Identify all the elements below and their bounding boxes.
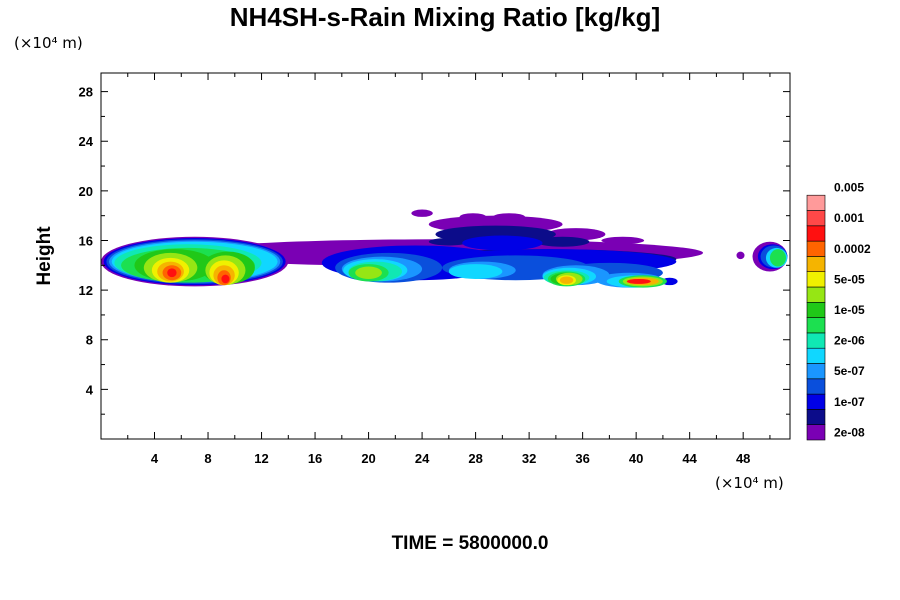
colorbar-swatch xyxy=(806,286,826,303)
contour-level-1-blob-1 xyxy=(535,236,590,247)
colorbar-swatch xyxy=(806,424,826,441)
contour-level-0-blob-2 xyxy=(411,209,433,217)
colorbar-swatch xyxy=(806,225,826,242)
colorbar-swatch xyxy=(806,363,826,380)
colorbar-label: 5e-05 xyxy=(834,272,865,286)
contour-level-5-blob-2 xyxy=(448,264,503,279)
y-tick-label: 4 xyxy=(86,382,94,397)
y-unit-label: (×10⁴ m) xyxy=(14,34,83,52)
y-tick-label: 28 xyxy=(79,85,93,100)
time-label: TIME = 5800000.0 xyxy=(392,533,549,554)
contour-level-11-blob-2 xyxy=(559,276,574,284)
colorbar-swatch xyxy=(806,240,826,257)
colorbar-swatch xyxy=(806,271,826,288)
x-tick-label: 40 xyxy=(629,451,643,466)
contour-level-0-blob-4 xyxy=(492,213,526,221)
colorbar-swatch xyxy=(806,347,826,364)
colorbar-label: 5e-07 xyxy=(834,364,865,378)
colorbar: 2e-08 1e-07 5e-07 2e-06 1e-05 5e-05 0.0002 0.00… xyxy=(806,181,871,441)
plot-frame xyxy=(100,72,791,440)
x-tick-label: 16 xyxy=(308,451,322,466)
y-tick-label: 12 xyxy=(79,283,93,298)
colorbar-swatch xyxy=(806,332,826,349)
x-tick-label: 36 xyxy=(575,451,589,466)
y-tick-label: 20 xyxy=(79,184,93,199)
colorbar-swatch xyxy=(806,317,826,334)
chart-title: NH4SH-s-Rain Mixing Ratio [kg/kg] xyxy=(230,2,660,32)
contour-level-9-blob-2 xyxy=(355,266,382,279)
colorbar-swatch xyxy=(806,301,826,318)
colorbar-swatch xyxy=(806,409,826,425)
x-tick-label: 44 xyxy=(682,451,697,466)
x-tick-label: 12 xyxy=(254,451,268,466)
y-tick-label: 24 xyxy=(79,134,94,149)
colorbar-swatch xyxy=(806,393,826,410)
plot-area xyxy=(101,209,788,288)
colorbar-label: 1e-05 xyxy=(834,303,865,317)
colorbar-swatch xyxy=(806,194,826,211)
contour-level-0-blob-3 xyxy=(459,213,487,221)
colorbar-swatch xyxy=(806,378,826,395)
colorbar-label: 2e-08 xyxy=(834,425,865,439)
x-unit-label: (×10⁴ m) xyxy=(715,474,784,492)
colorbar-label: 0.0002 xyxy=(834,242,871,256)
colorbar-label: 0.001 xyxy=(834,211,864,225)
contour-level-13-blob-0 xyxy=(167,268,177,278)
colorbar-label: 2e-06 xyxy=(834,334,865,348)
colorbar-swatch xyxy=(806,256,826,272)
y-tick-label: 8 xyxy=(86,333,93,348)
x-tick-label: 28 xyxy=(468,451,482,466)
contour-level-1-blob-2 xyxy=(428,238,469,246)
y-tick-label: 16 xyxy=(79,233,93,248)
contour-level-13-blob-1 xyxy=(221,274,230,284)
contour-level-13-blob-2 xyxy=(626,278,651,284)
x-tick-label: 8 xyxy=(204,451,211,466)
x-tick-label: 32 xyxy=(522,451,536,466)
x-tick-label: 20 xyxy=(361,451,375,466)
x-tick-label: 4 xyxy=(151,451,159,466)
y-axis-label: Height xyxy=(34,226,55,286)
colorbar-label: 1e-07 xyxy=(834,395,865,409)
colorbar-swatch xyxy=(806,210,826,227)
x-tick-label: 24 xyxy=(415,451,430,466)
contour-level-0-blob-6 xyxy=(601,236,645,245)
x-tick-label: 48 xyxy=(736,451,750,466)
colorbar-label: 0.005 xyxy=(834,181,864,195)
contour-level-7-blob-4 xyxy=(769,249,786,267)
contour-level-0-blob-9 xyxy=(736,251,745,260)
contour-level-2-blob-2 xyxy=(462,235,543,251)
